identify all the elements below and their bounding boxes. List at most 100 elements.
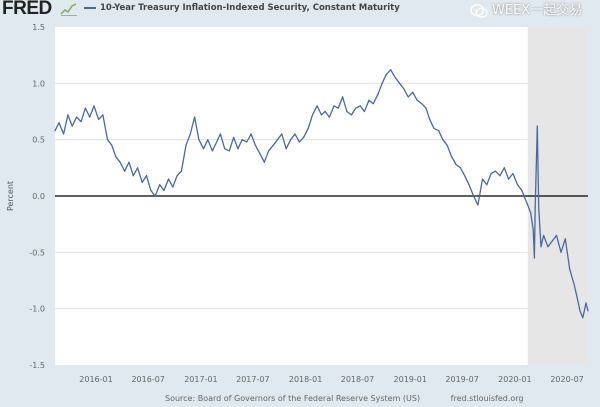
data-point bbox=[159, 184, 161, 186]
x-tick-label: 2018-07 bbox=[341, 375, 374, 384]
data-point bbox=[241, 139, 243, 141]
data-point bbox=[385, 73, 388, 75]
x-tick-label: 2017-01 bbox=[184, 375, 217, 384]
y-tick-label: 1.5 bbox=[32, 23, 45, 32]
data-point bbox=[547, 246, 549, 248]
data-point bbox=[172, 186, 174, 188]
data-point bbox=[341, 96, 344, 98]
data-point bbox=[67, 114, 69, 116]
data-point bbox=[207, 139, 209, 141]
data-point bbox=[576, 296, 578, 298]
data-point bbox=[534, 206, 536, 208]
data-point bbox=[316, 105, 318, 107]
data-point bbox=[324, 110, 326, 113]
y-tick-label: -0.5 bbox=[29, 248, 45, 257]
data-point bbox=[536, 125, 538, 127]
data-point bbox=[573, 283, 575, 285]
data-point bbox=[311, 114, 314, 116]
data-point bbox=[407, 96, 409, 98]
data-point bbox=[97, 118, 100, 120]
data-point bbox=[80, 121, 82, 123]
data-point bbox=[337, 107, 339, 109]
data-point bbox=[211, 150, 214, 152]
data-point bbox=[350, 114, 353, 116]
data-point bbox=[54, 130, 56, 132]
y-axis-label: Percent bbox=[6, 181, 15, 211]
data-point bbox=[167, 178, 170, 180]
data-point bbox=[115, 155, 117, 158]
data-point bbox=[412, 91, 414, 93]
data-point bbox=[233, 136, 235, 139]
x-tick-label: 2016-01 bbox=[79, 375, 112, 384]
data-point bbox=[490, 172, 492, 175]
data-point bbox=[512, 172, 514, 175]
data-point bbox=[540, 246, 542, 248]
data-point bbox=[433, 127, 435, 129]
data-point bbox=[136, 167, 139, 169]
data-point bbox=[176, 175, 178, 177]
data-point bbox=[468, 184, 470, 186]
data-point bbox=[481, 178, 484, 180]
data-point bbox=[63, 133, 65, 135]
data-point bbox=[532, 229, 534, 231]
data-point bbox=[145, 175, 148, 177]
data-point bbox=[569, 268, 571, 270]
source-text: Source: Board of Governors of the Federa… bbox=[165, 394, 421, 403]
data-point bbox=[525, 201, 527, 203]
legend-swatch bbox=[84, 7, 96, 9]
data-point bbox=[542, 234, 545, 237]
data-point bbox=[254, 144, 257, 146]
data-point bbox=[276, 139, 279, 141]
source-site-link[interactable]: fred.stlouisfed.org bbox=[450, 394, 524, 403]
watermark-text: WEEX一起交易 bbox=[492, 3, 583, 18]
data-point bbox=[307, 127, 309, 129]
data-point bbox=[587, 310, 589, 312]
data-point bbox=[555, 234, 558, 237]
data-point bbox=[533, 257, 535, 259]
data-point bbox=[180, 170, 183, 172]
data-point bbox=[564, 238, 566, 240]
data-point bbox=[285, 148, 287, 150]
data-point bbox=[89, 116, 91, 118]
data-point bbox=[102, 114, 104, 116]
data-point bbox=[403, 88, 405, 90]
data-point bbox=[216, 141, 218, 143]
data-point bbox=[194, 116, 196, 118]
data-point bbox=[579, 310, 581, 312]
data-point bbox=[516, 184, 519, 186]
y-tick-label: -1.5 bbox=[29, 361, 45, 370]
data-point bbox=[263, 161, 265, 163]
x-tick-label: 2016-07 bbox=[131, 375, 164, 384]
data-point bbox=[381, 82, 383, 84]
x-tick-label: 2019-07 bbox=[445, 375, 478, 384]
data-point bbox=[189, 133, 191, 135]
data-point bbox=[150, 189, 152, 191]
data-point bbox=[298, 141, 300, 143]
x-tick-label: 2020-01 bbox=[498, 375, 531, 384]
y-tick-label: 0.0 bbox=[32, 192, 45, 201]
data-point bbox=[394, 77, 396, 79]
data-point bbox=[503, 167, 505, 169]
data-point bbox=[58, 122, 60, 124]
data-point bbox=[377, 94, 379, 96]
data-point bbox=[355, 107, 357, 109]
legend-label: 10-Year Treasury Inflation-Indexed Secur… bbox=[100, 3, 400, 13]
data-point bbox=[538, 206, 540, 208]
y-tick-label: 0.5 bbox=[32, 136, 45, 145]
data-point bbox=[585, 302, 587, 304]
data-point bbox=[464, 175, 466, 177]
data-point bbox=[250, 133, 252, 135]
data-point bbox=[219, 133, 222, 135]
fred-chart-logo-icon bbox=[60, 3, 77, 16]
data-point bbox=[272, 144, 274, 146]
x-tick-label: 2018-01 bbox=[289, 375, 322, 384]
data-point bbox=[551, 240, 553, 242]
data-point bbox=[75, 116, 78, 118]
data-point bbox=[302, 136, 305, 139]
data-point bbox=[450, 155, 453, 158]
data-point bbox=[259, 152, 261, 154]
data-point bbox=[185, 144, 187, 146]
data-point bbox=[224, 148, 226, 150]
